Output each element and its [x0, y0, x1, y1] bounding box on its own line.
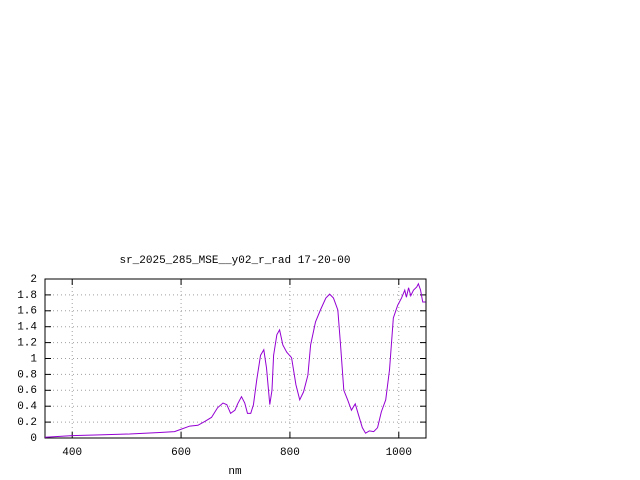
y-tick-label: 2 [30, 274, 37, 286]
chart-title: sr_2025_285_MSE__y02_r_rad 17-20-00 [119, 255, 350, 267]
y-tick-label: 0 [30, 433, 37, 445]
y-tick-label: 1.8 [17, 290, 37, 302]
y-tick-label: 1.6 [17, 306, 37, 318]
x-tick-label: 600 [171, 447, 191, 459]
plot-border [44, 278, 427, 439]
y-tick-label: 0.2 [17, 417, 37, 429]
x-tick-label: 800 [280, 447, 300, 459]
y-tick-label: 0.4 [17, 401, 37, 413]
x-tick-label: 400 [62, 447, 82, 459]
y-tick-label: 0.8 [17, 369, 37, 381]
y-tick-label: 1 [30, 353, 37, 365]
x-axis-label: nm [228, 466, 242, 478]
data-line [44, 282, 426, 438]
x-tick-label: 1000 [386, 447, 412, 459]
y-tick-label: 1.2 [17, 338, 37, 350]
y-tick-label: 0.6 [17, 385, 37, 397]
y-tick-label: 1.4 [17, 322, 37, 334]
